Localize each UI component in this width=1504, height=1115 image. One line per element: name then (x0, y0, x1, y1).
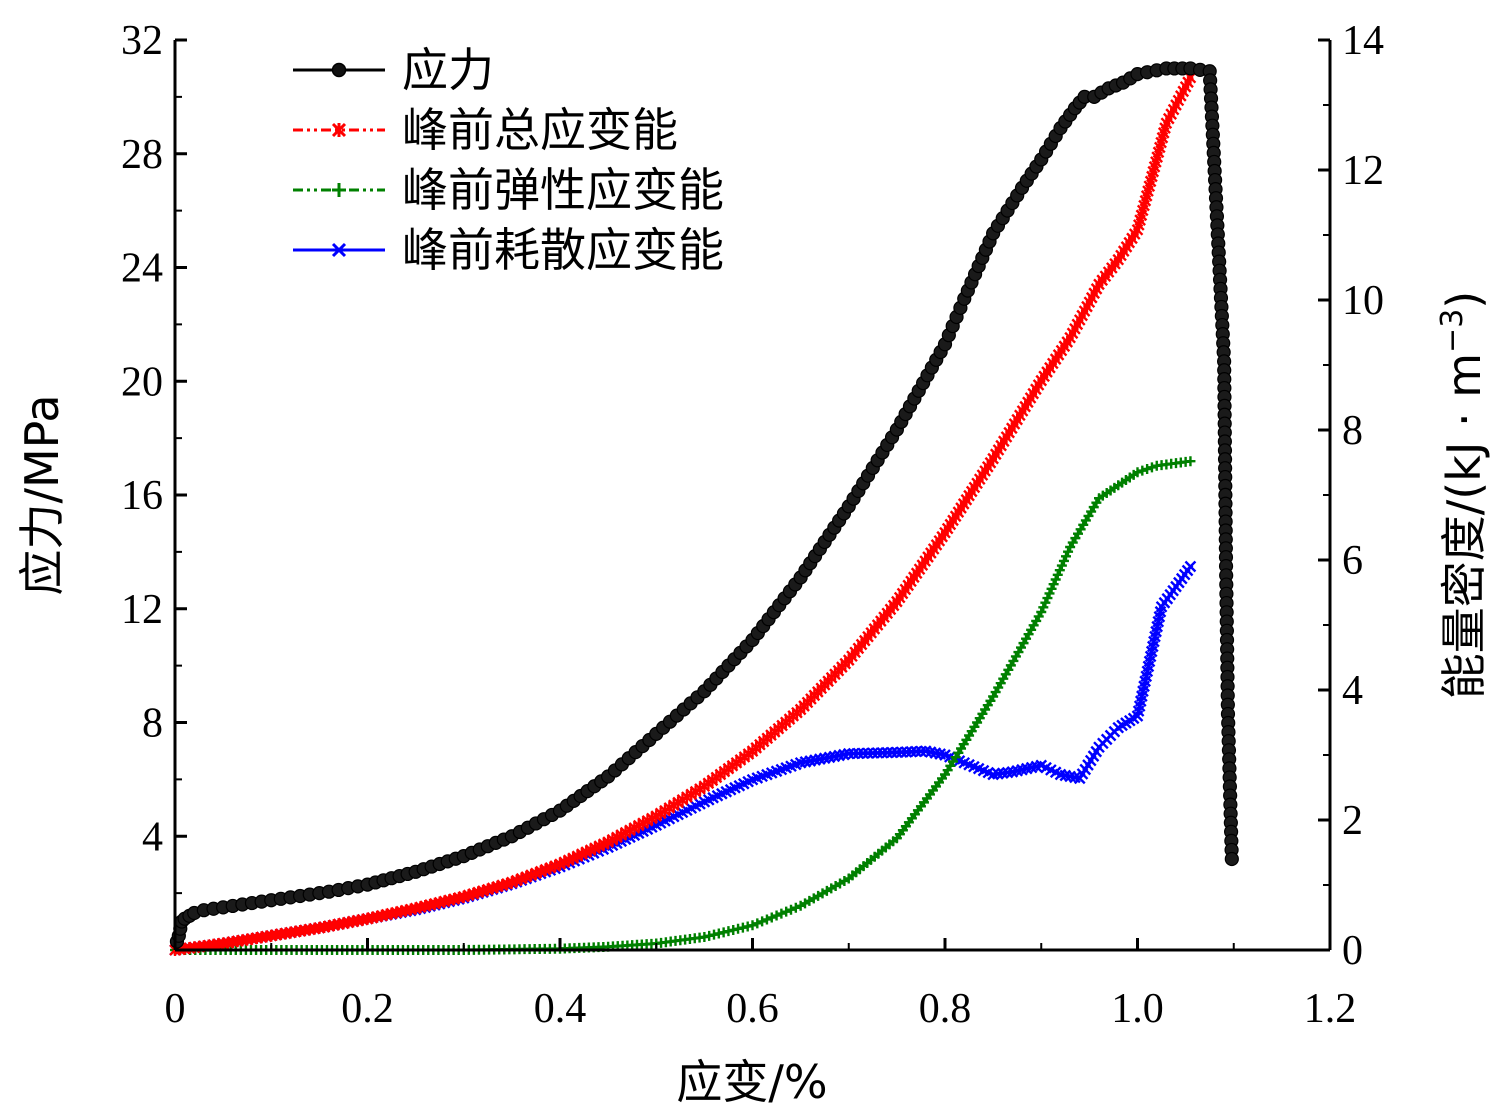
y-tick-label-right: 10 (1342, 278, 1384, 324)
y-tick-label-left: 28 (121, 132, 163, 178)
y-tick-label-right: 0 (1342, 928, 1363, 974)
y-tick-label-right: 12 (1342, 148, 1384, 194)
y-tick-label-right: 14 (1342, 18, 1384, 64)
data-point (1185, 456, 1196, 467)
legend-marker-elastic-energy (332, 183, 346, 197)
data-point (1046, 583, 1057, 594)
data-point (866, 747, 879, 759)
data-point (881, 746, 894, 759)
series-layer (169, 61, 1239, 956)
y-axis-title-right-close: ) (1437, 291, 1491, 309)
data-point (1040, 597, 1051, 608)
data-point (847, 747, 860, 760)
data-point (1061, 551, 1071, 562)
series-1 (169, 71, 1197, 956)
data-point (766, 912, 777, 923)
data-point (1038, 602, 1049, 613)
legend-marker-stress (331, 62, 347, 78)
legend-item-stress: 应力 (293, 43, 494, 97)
data-point (1132, 467, 1143, 478)
data-point (1048, 579, 1059, 590)
y-axis-title-right: 能量密度/(kJ · m−3) (1435, 291, 1491, 700)
data-point (852, 747, 865, 760)
data-point (771, 910, 782, 921)
y-axis-title-left: 应力/MPa (15, 394, 69, 595)
data-point (1224, 851, 1239, 867)
data-point (757, 916, 768, 927)
data-point (1056, 560, 1067, 571)
data-point (1058, 555, 1069, 566)
data-point (1052, 569, 1063, 580)
data-point (747, 920, 758, 931)
data-point (842, 747, 855, 760)
data-point (1044, 588, 1055, 599)
y-tick-label-left: 12 (121, 587, 163, 633)
y-axis-title-right-sup: −3 (1435, 309, 1470, 353)
series-0 (169, 61, 1239, 949)
data-point (786, 904, 796, 915)
data-point (776, 908, 787, 919)
data-point (790, 902, 801, 913)
data-point (1142, 464, 1153, 474)
x-tick-label: 1.2 (1304, 986, 1357, 1032)
x-tick-label: 0.6 (726, 986, 779, 1032)
x-tick-label: 0 (165, 986, 186, 1032)
data-point (876, 746, 889, 759)
y-axis-title-right-main: 能量密度/(kJ · m (1437, 353, 1491, 699)
y-tick-label-left: 8 (142, 701, 163, 747)
y-tick-label-right: 2 (1342, 798, 1363, 844)
x-tick-label: 1.0 (1111, 986, 1164, 1032)
y-tick-label-left: 20 (121, 359, 163, 405)
tick-layer: 0 0.2 0.4 0.6 0.8 1.0 1.2481216202428320246810… (121, 18, 1384, 1032)
data-point (1146, 462, 1157, 473)
x-tick-label: 0.2 (341, 986, 394, 1032)
legend-label-total-energy: 峰前总应变能 (402, 103, 678, 157)
y-tick-label-left: 4 (142, 814, 163, 860)
x-axis-title: 应变/% (676, 1055, 827, 1109)
data-point (1036, 607, 1047, 617)
data-point (1042, 593, 1053, 604)
legend-label-dissipated-energy: 峰前耗散应变能 (402, 223, 724, 277)
data-point (886, 746, 898, 759)
legend-label-stress: 应力 (402, 43, 494, 97)
legend-item-total-energy: 峰前总应变能 (293, 103, 678, 157)
y-tick-label-left: 24 (121, 246, 163, 292)
y-tick-label-right: 6 (1342, 538, 1363, 584)
legend-item-elastic-energy: 峰前弹性应变能 (293, 163, 724, 217)
x-tick-label: 0.8 (919, 986, 972, 1032)
legend-item-dissipated-energy: 峰前耗散应变能 (293, 223, 724, 277)
data-point (1137, 465, 1148, 476)
y-tick-label-left: 32 (121, 18, 163, 64)
y-tick-label-left: 16 (121, 473, 163, 519)
y-tick-label-right: 8 (1342, 408, 1363, 454)
legend-marker-dissipated-energy (331, 242, 347, 258)
data-point (871, 747, 884, 759)
data-point (1184, 560, 1197, 573)
data-point (761, 914, 772, 925)
data-point (857, 747, 870, 760)
data-point (781, 906, 792, 917)
data-point (1054, 565, 1065, 576)
legend: 应力 峰前总应变能 峰前弹性应变能 峰前耗散应变能 (293, 43, 724, 277)
data-point (752, 918, 763, 929)
data-point (862, 747, 874, 760)
x-tick-label: 0.4 (534, 986, 587, 1032)
data-point (1050, 574, 1061, 585)
legend-marker-total-energy (331, 122, 347, 138)
data-point (1063, 546, 1074, 557)
legend-label-elastic-energy: 峰前弹性应变能 (402, 163, 724, 217)
y-tick-label-right: 4 (1342, 668, 1363, 714)
